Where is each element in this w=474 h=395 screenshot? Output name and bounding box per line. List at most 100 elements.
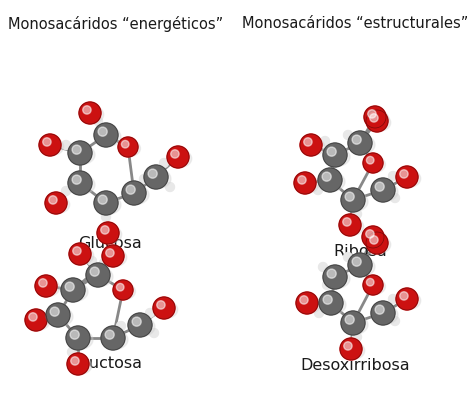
Circle shape: [343, 218, 351, 226]
Circle shape: [98, 195, 107, 204]
Circle shape: [341, 311, 365, 335]
Circle shape: [318, 168, 342, 192]
Circle shape: [348, 131, 372, 155]
Ellipse shape: [69, 175, 95, 194]
Circle shape: [149, 329, 158, 337]
Circle shape: [375, 182, 384, 191]
Circle shape: [102, 245, 124, 267]
Circle shape: [67, 348, 76, 357]
Circle shape: [100, 258, 109, 267]
Ellipse shape: [46, 196, 70, 213]
Circle shape: [362, 226, 384, 248]
Circle shape: [39, 134, 61, 156]
Circle shape: [371, 301, 395, 325]
Circle shape: [93, 117, 102, 126]
Circle shape: [352, 257, 361, 266]
Ellipse shape: [101, 330, 128, 350]
Ellipse shape: [69, 145, 95, 164]
Ellipse shape: [145, 169, 171, 188]
Circle shape: [323, 265, 347, 289]
Circle shape: [304, 138, 312, 146]
Circle shape: [45, 192, 67, 214]
Circle shape: [94, 191, 118, 215]
Text: Glucosa: Glucosa: [78, 236, 142, 251]
Ellipse shape: [372, 305, 398, 324]
Circle shape: [105, 330, 114, 339]
Circle shape: [90, 267, 99, 276]
Circle shape: [323, 143, 347, 167]
Ellipse shape: [128, 317, 155, 337]
Ellipse shape: [365, 110, 389, 128]
Ellipse shape: [348, 257, 375, 276]
Ellipse shape: [26, 313, 50, 331]
Text: Fructosa: Fructosa: [74, 356, 142, 371]
Circle shape: [298, 176, 306, 184]
Circle shape: [73, 247, 81, 255]
Circle shape: [368, 110, 376, 118]
Circle shape: [61, 278, 85, 302]
Ellipse shape: [113, 284, 136, 299]
Text: Monosacáridos “estructurales”: Monosacáridos “estructurales”: [242, 16, 468, 31]
Circle shape: [300, 134, 322, 156]
Circle shape: [146, 308, 155, 318]
Ellipse shape: [301, 138, 325, 156]
Ellipse shape: [167, 150, 192, 167]
Circle shape: [375, 305, 384, 314]
Circle shape: [83, 106, 91, 114]
Circle shape: [68, 141, 92, 165]
Circle shape: [49, 196, 57, 204]
Ellipse shape: [39, 138, 64, 156]
Circle shape: [370, 236, 378, 244]
Ellipse shape: [154, 301, 178, 318]
Ellipse shape: [46, 307, 73, 326]
Circle shape: [25, 309, 47, 331]
Ellipse shape: [80, 106, 104, 124]
Circle shape: [370, 114, 378, 122]
Circle shape: [148, 169, 157, 178]
Circle shape: [322, 172, 331, 181]
Circle shape: [340, 338, 362, 360]
Circle shape: [363, 275, 383, 295]
Circle shape: [322, 280, 331, 290]
Ellipse shape: [366, 236, 391, 254]
Circle shape: [323, 295, 332, 304]
Circle shape: [113, 280, 133, 300]
Circle shape: [117, 322, 126, 331]
Circle shape: [165, 182, 174, 192]
Circle shape: [39, 316, 48, 325]
Circle shape: [364, 106, 386, 128]
Circle shape: [69, 243, 91, 265]
Circle shape: [62, 186, 71, 196]
Circle shape: [98, 127, 107, 136]
Circle shape: [389, 171, 398, 181]
Ellipse shape: [102, 249, 127, 267]
Circle shape: [345, 315, 354, 324]
Ellipse shape: [36, 279, 60, 297]
Circle shape: [366, 278, 374, 286]
Circle shape: [389, 295, 398, 303]
Circle shape: [366, 110, 388, 132]
Circle shape: [70, 330, 79, 339]
Circle shape: [88, 256, 97, 265]
Circle shape: [67, 353, 89, 375]
Circle shape: [144, 165, 168, 189]
Circle shape: [344, 342, 352, 350]
Circle shape: [319, 263, 328, 271]
Circle shape: [400, 170, 408, 178]
Ellipse shape: [118, 141, 140, 156]
Ellipse shape: [339, 218, 364, 235]
Circle shape: [345, 192, 354, 201]
Ellipse shape: [348, 135, 375, 154]
Circle shape: [396, 166, 418, 188]
Ellipse shape: [324, 269, 350, 288]
Ellipse shape: [67, 330, 93, 350]
Circle shape: [126, 185, 135, 194]
Ellipse shape: [297, 296, 321, 314]
Circle shape: [157, 301, 165, 309]
Ellipse shape: [366, 114, 391, 132]
Circle shape: [400, 292, 408, 300]
Circle shape: [339, 214, 361, 236]
Circle shape: [66, 326, 90, 350]
Circle shape: [327, 147, 336, 156]
Circle shape: [167, 146, 189, 168]
